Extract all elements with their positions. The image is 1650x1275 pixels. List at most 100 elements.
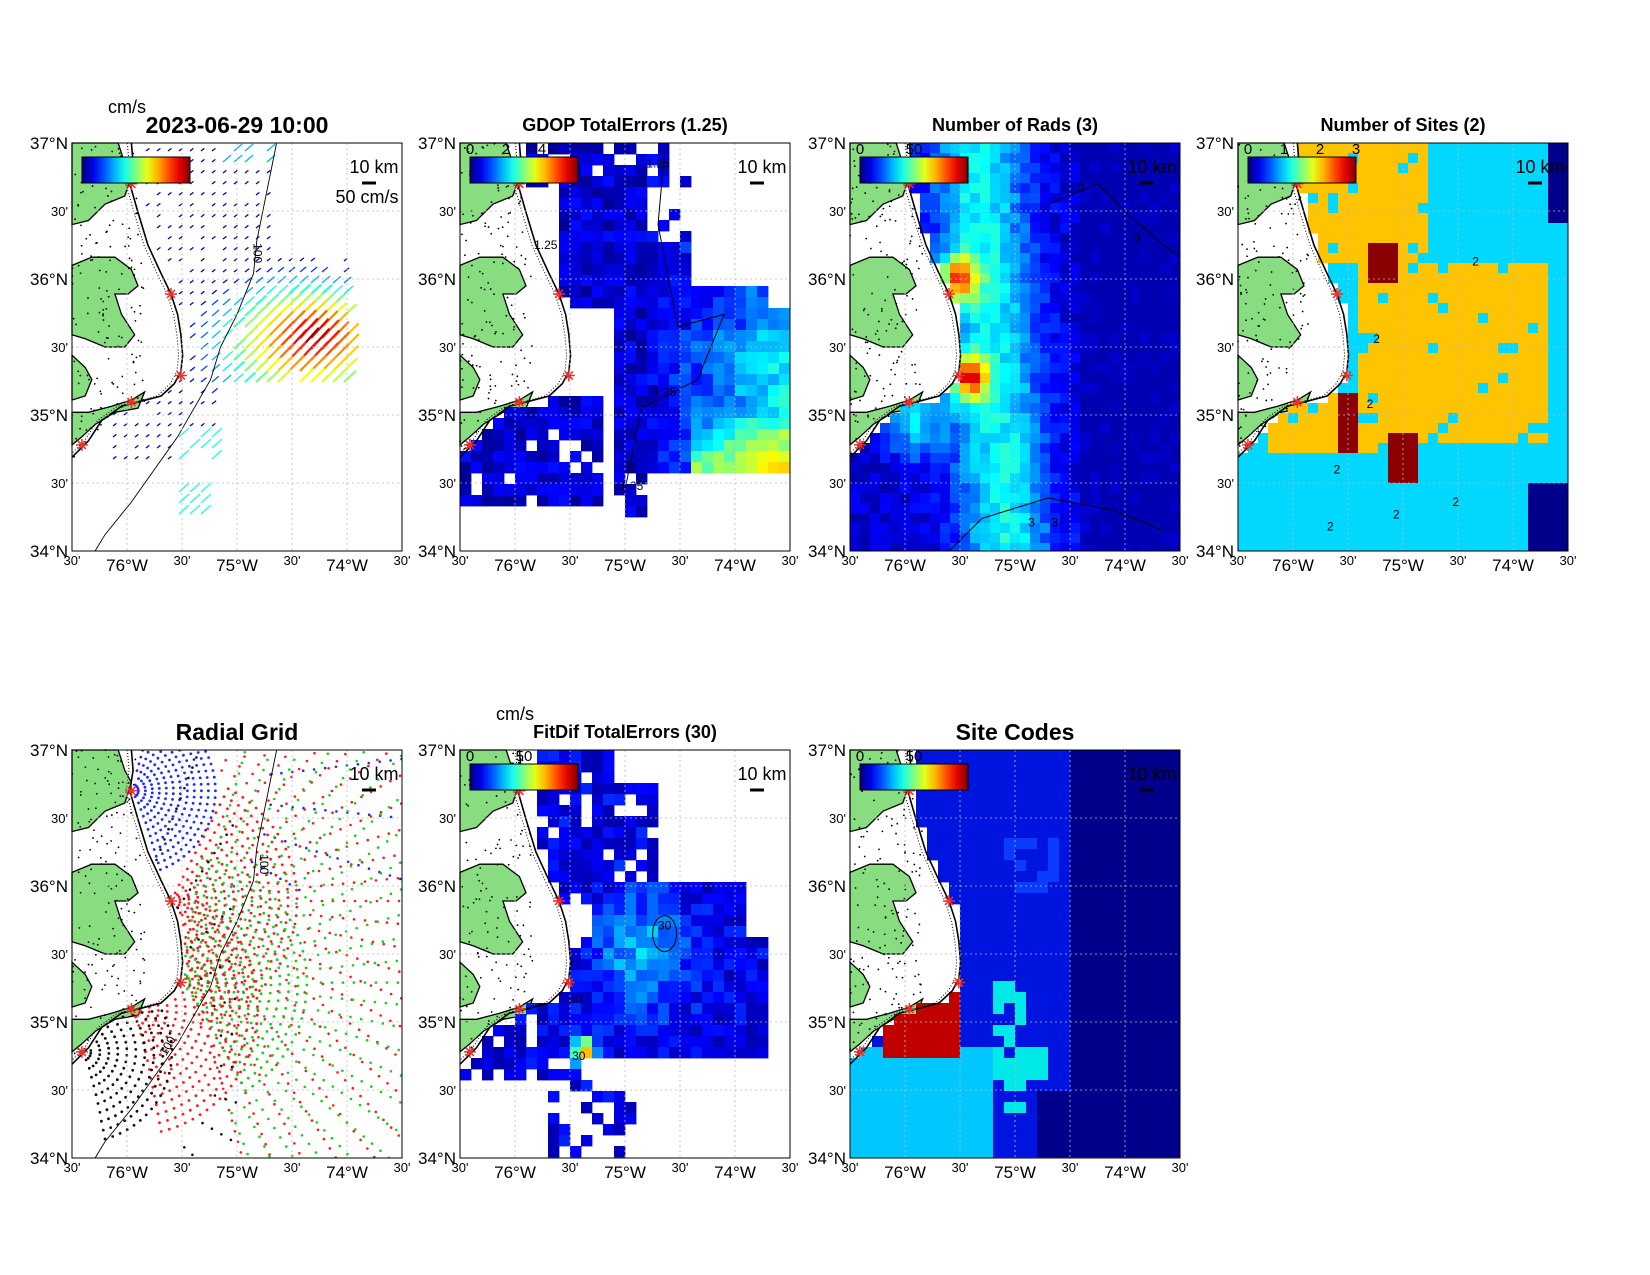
marsh-dot [867, 415, 870, 418]
field-cell [970, 453, 981, 464]
field-cell [1448, 323, 1459, 334]
field-cell [548, 440, 560, 452]
radial-grid-point [211, 926, 215, 930]
radial-grid-point [174, 810, 178, 813]
marsh-dot [90, 407, 93, 410]
field-cell [1488, 433, 1499, 444]
field-cell [1050, 143, 1061, 154]
field-cell [625, 253, 637, 265]
marsh-dot [102, 313, 105, 315]
field-cell [1170, 193, 1180, 204]
colorbar-tick-label: 0 [466, 141, 474, 158]
field-cell [850, 453, 861, 464]
marsh-dot [101, 988, 104, 991]
field-cell [1080, 533, 1091, 544]
field-cell [850, 483, 861, 494]
field-cell [1150, 293, 1161, 304]
current-vector [310, 266, 318, 273]
current-vector [156, 202, 161, 207]
marsh-dot [1259, 148, 1262, 151]
radial-grid-point [276, 915, 280, 919]
field-cell [1458, 393, 1469, 404]
field-cell [1418, 413, 1429, 424]
field-cell [980, 413, 991, 424]
field-cell [746, 462, 758, 474]
field-cell [1070, 253, 1081, 264]
radial-grid-point [252, 1112, 255, 1115]
field-cell [559, 187, 571, 199]
marsh-dot [1264, 298, 1267, 300]
field-cell [990, 163, 1001, 174]
marsh-dot [1270, 348, 1273, 351]
field-cell [970, 483, 981, 494]
field-cell [1160, 333, 1171, 344]
radial-grid-point [191, 977, 194, 981]
marsh-dot [478, 270, 481, 273]
field-cell [647, 319, 659, 331]
field-cell [960, 463, 971, 474]
field-cell [1518, 533, 1529, 544]
radial-grid-point [366, 960, 370, 964]
radial-grid-point [339, 1016, 343, 1019]
field-cell [1468, 253, 1479, 264]
field-cell [680, 275, 692, 287]
radial-grid-point [191, 910, 195, 913]
field-cell [493, 418, 505, 430]
field-cell [1518, 543, 1529, 551]
radial-grid-point [183, 942, 187, 946]
marsh-dot [1255, 250, 1258, 253]
field-cell [1518, 333, 1529, 344]
field-cell [779, 407, 790, 419]
radial-grid-point [187, 902, 191, 905]
radial-grid-point [305, 759, 309, 763]
field-cell [1418, 363, 1429, 374]
radial-grid-point [262, 955, 265, 958]
marsh-dot [529, 362, 532, 364]
field-cell [1100, 213, 1111, 224]
field-cell [1298, 493, 1309, 504]
field-cell [1518, 353, 1529, 364]
field-cell [990, 513, 1001, 524]
site-marker [553, 287, 565, 300]
field-cell [970, 363, 981, 374]
radial-grid-point [325, 853, 329, 857]
radial-grid-point [174, 823, 178, 827]
colorbar [81, 156, 191, 184]
radial-grid-point [196, 751, 200, 754]
marsh-dot [121, 918, 123, 921]
radial-grid-point [206, 957, 210, 960]
field-cell [960, 243, 971, 254]
radial-grid-point [230, 997, 234, 1001]
current-vector [167, 191, 172, 196]
radial-grid-point [323, 766, 327, 770]
marsh-dot [118, 288, 120, 291]
radial-grid-point [182, 753, 185, 757]
current-vector [244, 371, 257, 383]
radial-grid-point [240, 887, 244, 891]
field-cell [647, 286, 659, 298]
marsh-dot [911, 207, 914, 210]
field-cell [1448, 193, 1459, 204]
field-cell [990, 263, 1001, 274]
field-cell [1418, 513, 1429, 524]
marsh-dot [527, 386, 529, 389]
field-cell [1130, 473, 1141, 484]
current-vector [200, 353, 209, 361]
field-cell [724, 440, 736, 452]
field-cell [603, 187, 615, 199]
field-cell [1558, 543, 1568, 551]
field-cell [1378, 403, 1389, 414]
field-cell [1030, 363, 1041, 374]
current-vector [200, 246, 205, 251]
field-cell [1448, 513, 1459, 524]
field-cell [1328, 493, 1339, 504]
radial-grid-point [366, 1102, 370, 1106]
field-cell [1140, 433, 1151, 444]
field-cell [1030, 443, 1041, 454]
lon-tick-label: 30' [394, 553, 411, 568]
field-cell [1160, 533, 1171, 544]
field-cell [1388, 533, 1399, 544]
field-cell [1358, 383, 1369, 394]
radial-grid-point [188, 813, 191, 817]
field-cell [1378, 373, 1389, 384]
